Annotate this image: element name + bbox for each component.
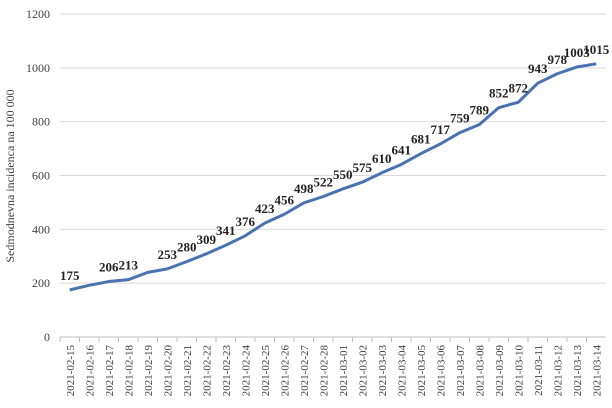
data-label: 423: [255, 201, 275, 216]
data-label: 309: [197, 232, 217, 247]
x-tick-label: 2021-03-06: [435, 345, 447, 397]
x-tick-label: 2021-03-09: [494, 345, 506, 397]
data-label: 759: [450, 111, 470, 126]
x-tick-label: 2021-03-05: [416, 345, 428, 397]
x-tick-label: 2021-03-11: [533, 345, 545, 396]
data-label: 175: [60, 268, 80, 283]
y-tick-label: 600: [32, 169, 50, 183]
data-label: 280: [177, 240, 197, 255]
x-tick-label: 2021-02-15: [65, 345, 77, 397]
data-label: 852: [489, 86, 509, 101]
y-tick-label: 400: [32, 222, 50, 236]
x-tick-label: 2021-02-22: [201, 345, 213, 396]
x-tick-label: 2021-02-18: [123, 345, 135, 397]
data-label: 1015: [583, 42, 610, 57]
y-tick-label: 0: [44, 330, 50, 344]
data-label: 550: [333, 167, 353, 182]
x-tick-label: 2021-02-25: [260, 345, 272, 397]
data-label: 641: [392, 142, 412, 157]
data-label: 498: [294, 181, 314, 196]
x-tick-label: 2021-03-03: [377, 345, 389, 397]
x-tick-label: 2021-03-01: [338, 345, 350, 396]
data-label: 681: [411, 132, 431, 147]
data-label: 341: [216, 223, 236, 238]
data-label: 943: [528, 61, 548, 76]
x-tick-label: 2021-02-21: [182, 345, 194, 396]
y-tick-label: 1200: [26, 7, 50, 21]
x-tick-label: 2021-03-08: [474, 345, 486, 397]
data-label: 789: [470, 103, 490, 118]
x-tick-label: 2021-03-12: [552, 345, 564, 396]
y-tick-label: 1000: [26, 61, 50, 75]
x-tick-label: 2021-02-16: [84, 345, 96, 397]
data-label: 717: [431, 122, 451, 137]
data-label: 522: [314, 174, 334, 189]
x-tick-label: 2021-02-20: [162, 345, 174, 397]
x-tick-label: 2021-03-10: [513, 345, 525, 397]
x-tick-label: 2021-02-17: [104, 345, 116, 397]
x-tick-label: 2021-02-19: [143, 345, 155, 397]
x-tick-label: 2021-03-13: [572, 345, 584, 397]
data-label: 206: [99, 260, 119, 275]
data-label: 872: [509, 80, 529, 95]
x-tick-label: 2021-03-02: [357, 345, 369, 396]
data-label: 253: [158, 247, 178, 262]
data-label: 978: [548, 52, 568, 67]
data-label: 575: [353, 160, 373, 175]
data-label: 213: [119, 258, 139, 273]
x-tick-label: 2021-02-23: [221, 345, 233, 397]
data-label: 376: [236, 214, 256, 229]
data-label: 456: [275, 192, 295, 207]
data-label: 1003: [564, 45, 591, 60]
x-tick-label: 2021-02-24: [240, 345, 252, 397]
line: [69, 62, 597, 292]
x-tick-label: 2021-03-04: [396, 345, 408, 397]
y-tick-label: 200: [32, 276, 50, 290]
y-tick-label: 800: [32, 115, 50, 129]
y-axis-title: Sedmodnevna incidenca na 100 000: [3, 89, 17, 262]
x-tick-label: 2021-02-28: [318, 345, 330, 397]
x-tick-label: 2021-03-07: [455, 345, 467, 397]
x-tick-label: 2021-02-26: [279, 345, 291, 397]
x-tick-label: 2021-02-27: [299, 345, 311, 397]
x-tick-label: 2021-03-14: [591, 345, 603, 397]
data-label: 610: [372, 151, 392, 166]
